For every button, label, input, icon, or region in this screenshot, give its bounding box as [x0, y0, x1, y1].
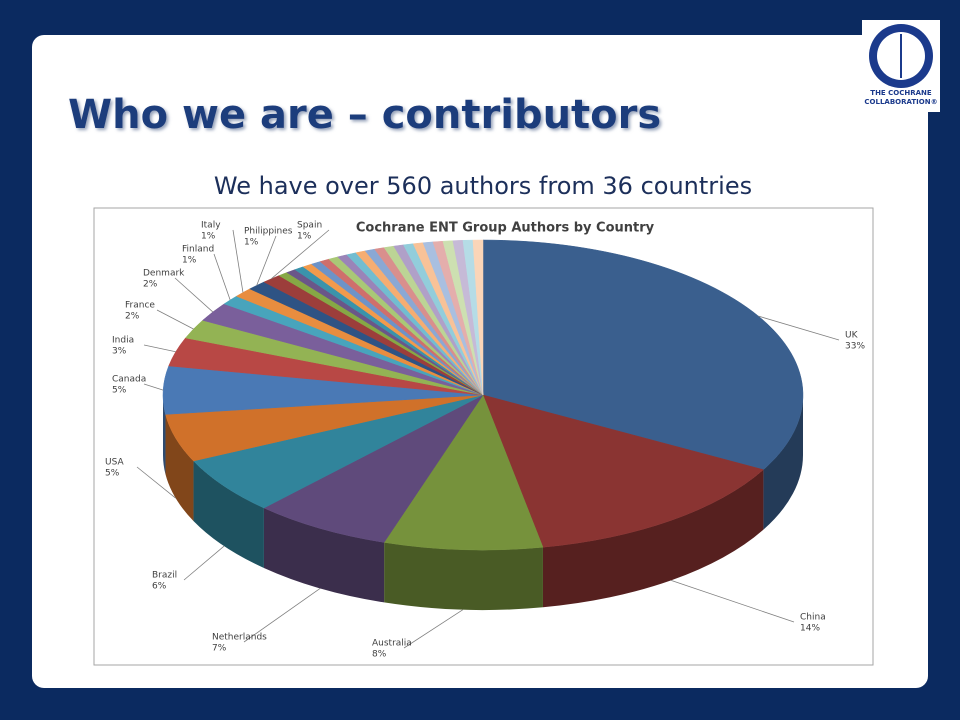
slice-value-label: 1%	[244, 238, 259, 248]
pie-side	[165, 414, 194, 521]
slice-label: Australia	[372, 639, 412, 649]
slide-title: Who we are – contributors	[68, 92, 661, 138]
leader-line	[271, 229, 330, 280]
slice-value-label: 6%	[152, 582, 167, 592]
leader-line	[232, 229, 244, 293]
slice-label: Brazil	[152, 571, 177, 581]
slice-label: Denmark	[143, 269, 185, 279]
slice-label: Spain	[297, 221, 322, 231]
slice-value-label: 5%	[105, 469, 120, 479]
slice-value-label: 33%	[845, 342, 865, 352]
pie-side	[263, 507, 385, 603]
slice-value-label: 5%	[112, 386, 127, 396]
slice-value-label: 1%	[297, 232, 312, 242]
slice-label: UK	[845, 331, 859, 341]
pie-slice	[192, 394, 484, 509]
slice-value-label: 2%	[125, 312, 140, 322]
slice-label: Netherlands	[212, 633, 267, 643]
leader-line	[143, 383, 164, 391]
leader-line	[213, 253, 231, 301]
slice-label: USA	[105, 458, 124, 468]
leader-line	[243, 588, 321, 643]
chart-title: Cochrane ENT Group Authors by Country	[356, 221, 655, 236]
leader-line	[174, 277, 214, 313]
leader-line	[183, 545, 225, 581]
leader-line	[143, 344, 176, 353]
slice-label: India	[112, 336, 134, 346]
slice-label: France	[125, 301, 155, 311]
slice-value-label: 1%	[182, 256, 197, 266]
leader-line	[758, 315, 840, 341]
pie-slice	[482, 394, 764, 548]
pie-slice	[482, 239, 804, 470]
slice-value-label: 2%	[143, 280, 158, 290]
leader-line	[156, 309, 194, 330]
leader-line	[256, 235, 277, 286]
slice-label: Canada	[112, 375, 146, 385]
pie-slice	[472, 239, 484, 396]
slice-value-label: 8%	[372, 650, 387, 660]
pie-slice	[383, 394, 544, 551]
slice-label: China	[800, 613, 826, 623]
pie-side	[542, 469, 764, 608]
logo-text: THE COCHRANE	[870, 89, 932, 97]
pie-slice	[263, 394, 484, 543]
leader-line	[403, 609, 464, 649]
slice-value-label: 3%	[112, 347, 127, 357]
leader-line	[136, 466, 176, 499]
slice-label: Finland	[182, 245, 214, 255]
pie-side	[193, 460, 264, 568]
slice-value-label: 14%	[800, 624, 820, 634]
pie-side	[763, 395, 803, 530]
pie-side	[163, 395, 166, 475]
logo: THE COCHRANE COLLABORATION®	[862, 20, 940, 112]
pie-side	[384, 542, 543, 610]
leader-line	[670, 580, 795, 623]
logo-text: COLLABORATION®	[864, 98, 937, 106]
slice-label: Philippines	[244, 227, 293, 237]
slice-value-label: 7%	[212, 644, 227, 654]
slide-subtitle: We have over 560 authors from 36 countri…	[214, 172, 752, 200]
slice-label: Italy	[201, 221, 221, 231]
slice-value-label: 1%	[201, 232, 216, 242]
